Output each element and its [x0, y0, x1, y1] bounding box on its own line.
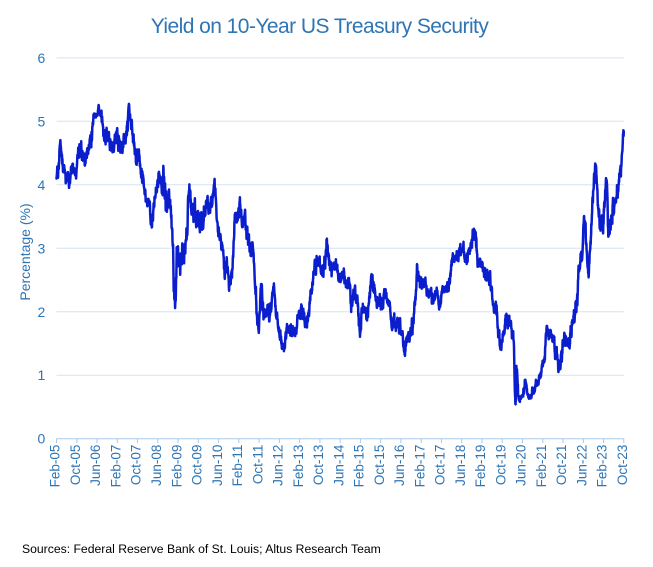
svg-text:Feb-17: Feb-17 [412, 445, 427, 488]
svg-text:4: 4 [38, 177, 46, 193]
svg-text:Oct-13: Oct-13 [311, 445, 326, 486]
svg-text:Jun-22: Jun-22 [575, 445, 590, 486]
svg-text:Feb-19: Feb-19 [473, 445, 488, 488]
svg-text:Jun-18: Jun-18 [453, 445, 468, 486]
svg-text:Feb-11: Feb-11 [230, 445, 245, 487]
svg-text:Feb-05: Feb-05 [48, 445, 63, 488]
svg-text:Oct-19: Oct-19 [493, 445, 508, 486]
svg-text:5: 5 [38, 113, 46, 129]
svg-text:Oct-07: Oct-07 [129, 445, 144, 486]
svg-text:Oct-11: Oct-11 [250, 445, 265, 485]
svg-text:Oct-15: Oct-15 [372, 445, 387, 486]
svg-text:0: 0 [38, 431, 46, 447]
svg-text:Oct-05: Oct-05 [68, 445, 83, 486]
svg-text:Feb-09: Feb-09 [169, 445, 184, 488]
svg-text:Sources: Federal Reserve Bank: Sources: Federal Reserve Bank of St. Lou… [22, 542, 381, 556]
svg-text:Feb-13: Feb-13 [291, 445, 306, 488]
svg-text:2: 2 [38, 304, 46, 320]
svg-text:Yield on 10-Year US Treasury S: Yield on 10-Year US Treasury Security [151, 15, 490, 38]
svg-text:Percentage (%): Percentage (%) [17, 203, 33, 300]
svg-text:Oct-17: Oct-17 [433, 445, 448, 486]
svg-text:6: 6 [38, 50, 46, 66]
svg-text:Oct-23: Oct-23 [615, 445, 630, 486]
svg-text:Feb-21: Feb-21 [534, 445, 549, 488]
svg-text:Feb-15: Feb-15 [352, 445, 367, 488]
svg-text:Oct-09: Oct-09 [190, 445, 205, 486]
svg-text:Jun-12: Jun-12 [271, 445, 286, 486]
svg-text:Jun-16: Jun-16 [392, 445, 407, 486]
svg-text:Feb-07: Feb-07 [109, 445, 124, 488]
svg-text:Jun-10: Jun-10 [210, 445, 225, 486]
svg-text:3: 3 [38, 240, 46, 256]
svg-text:Jun-08: Jun-08 [149, 445, 164, 486]
svg-text:1: 1 [38, 367, 46, 383]
svg-text:Jun-20: Jun-20 [514, 445, 529, 486]
svg-text:Oct-21: Oct-21 [554, 445, 569, 486]
svg-text:Feb-23: Feb-23 [595, 445, 610, 488]
svg-text:Jun-14: Jun-14 [331, 444, 346, 486]
svg-text:Jun-06: Jun-06 [88, 445, 103, 486]
